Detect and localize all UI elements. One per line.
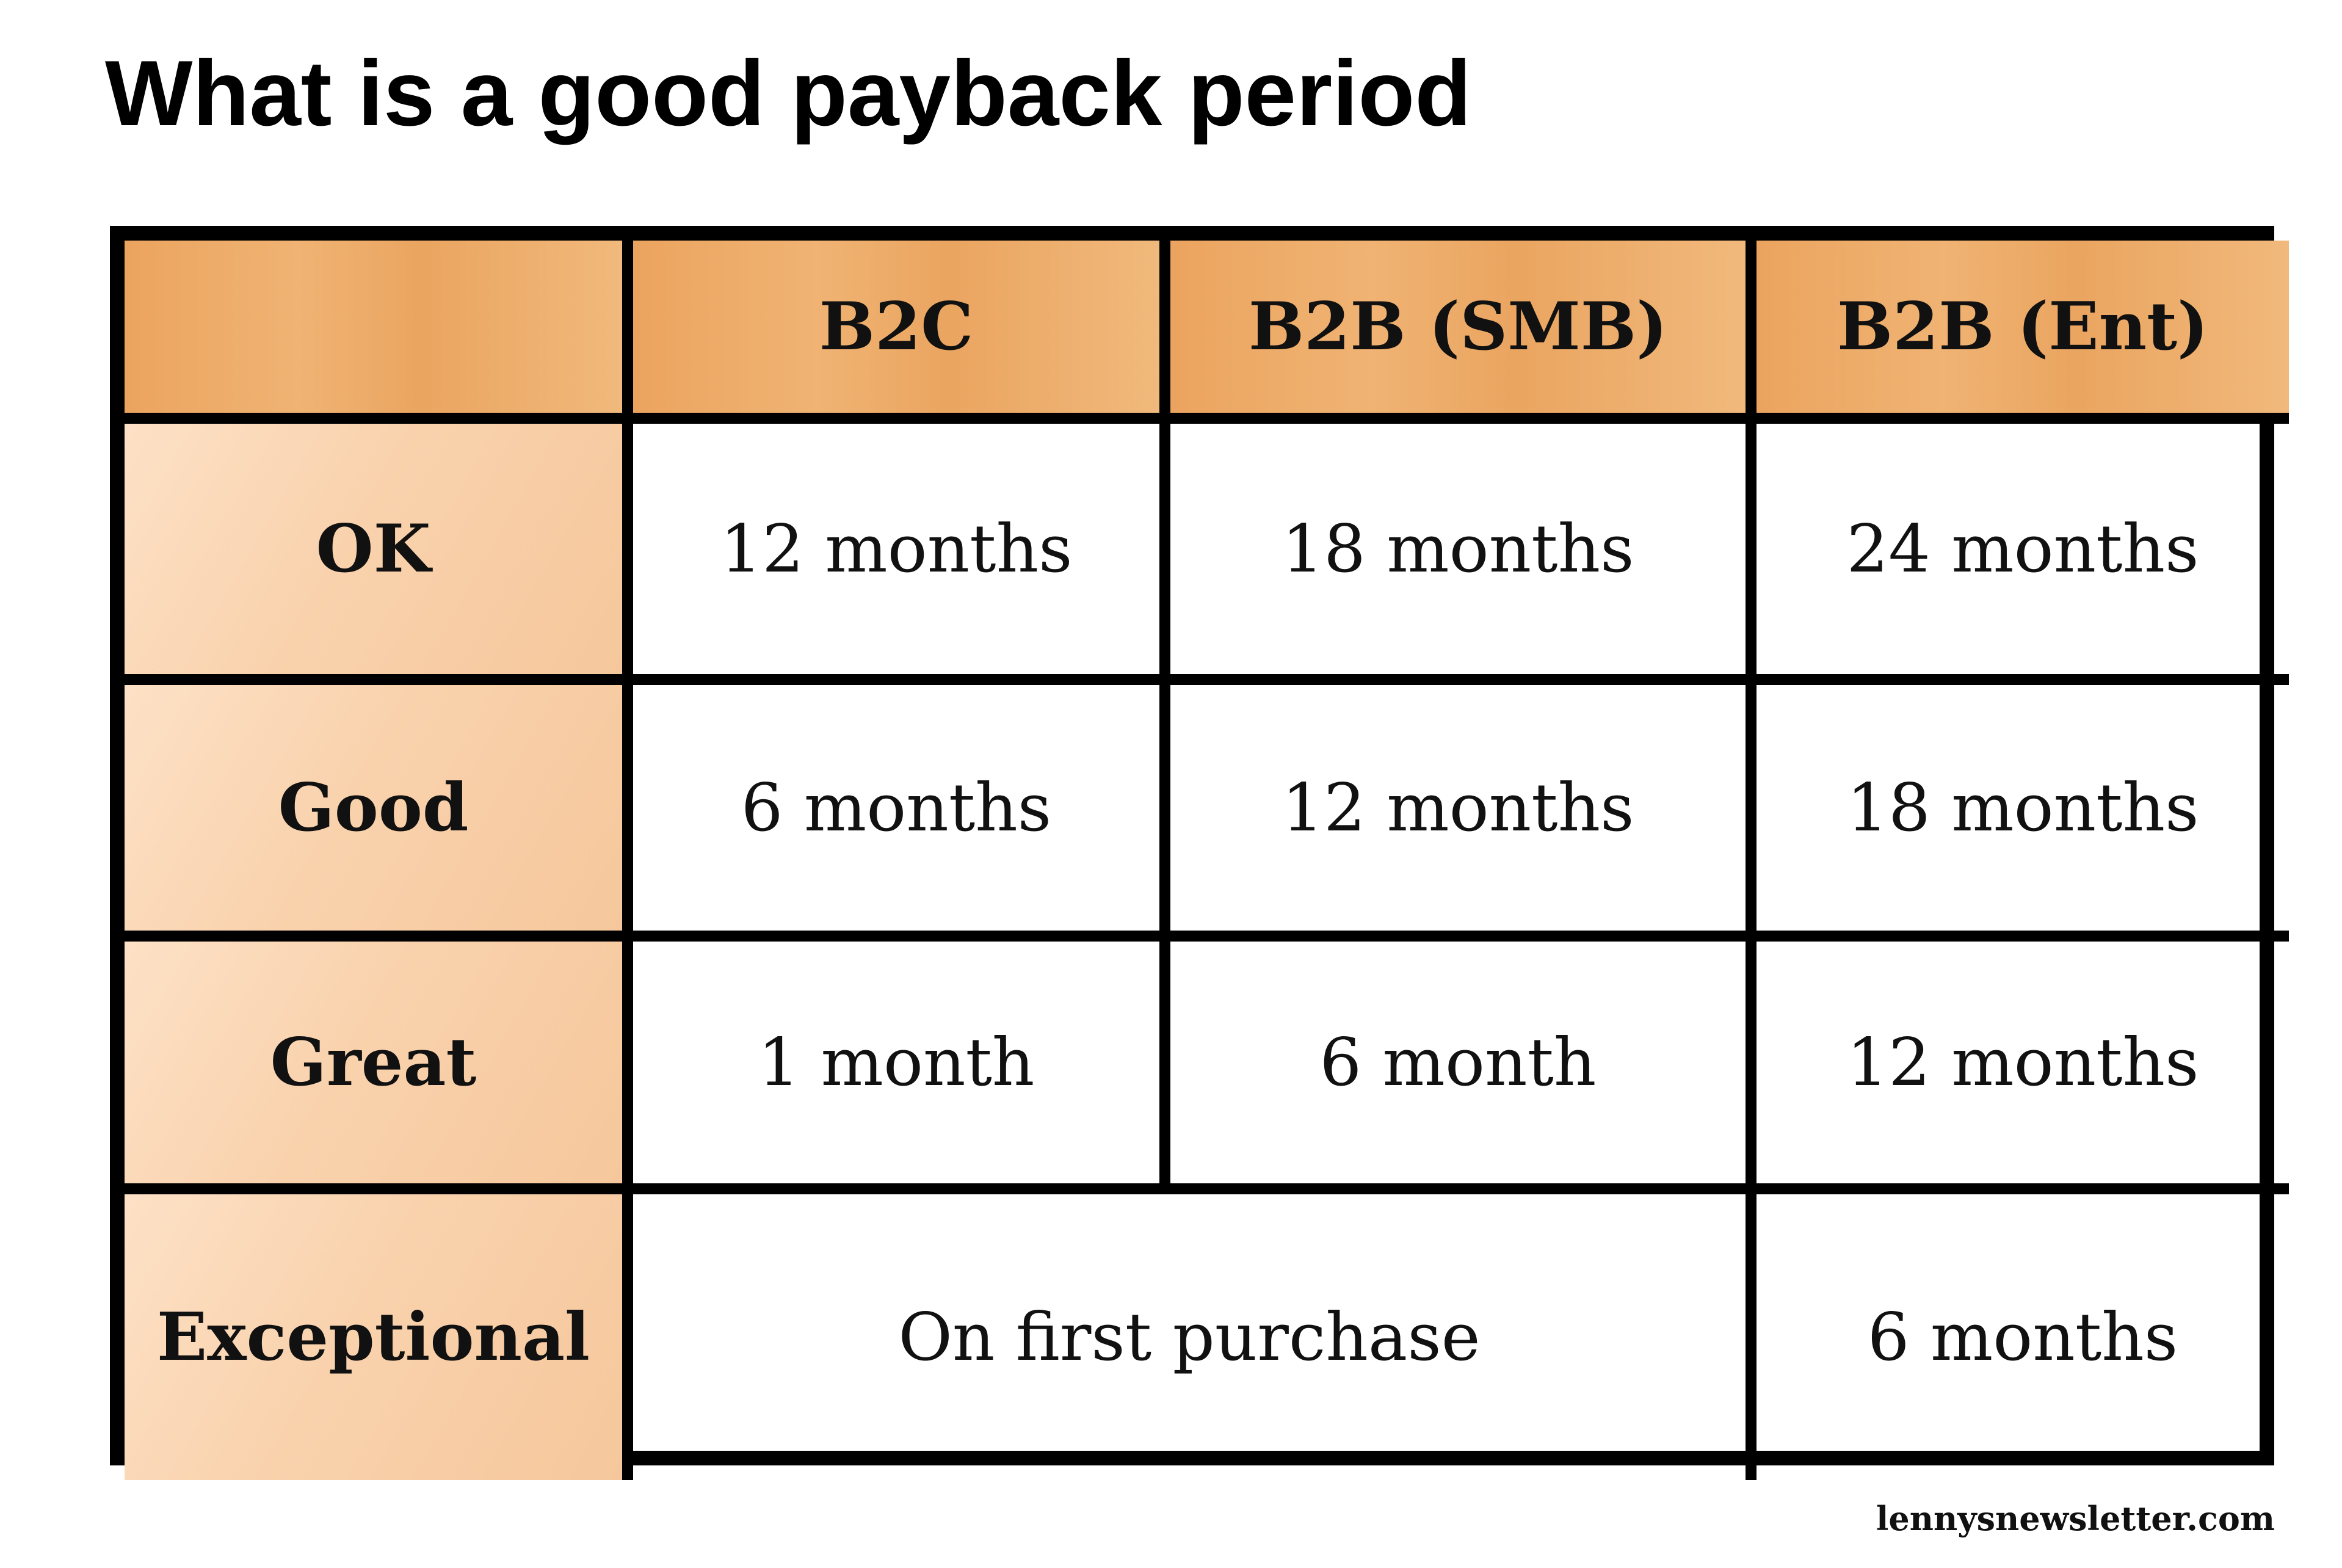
cell-exceptional-b2b-ent: 6 months [1867, 1299, 2178, 1376]
cell-good-b2b-ent: 18 months [1756, 685, 2289, 942]
row-label-great: Great [125, 942, 633, 1194]
cell-exceptional-b2c-b2b-smb: On first purchase [633, 1194, 1756, 1480]
payback-table: B2C B2B (SMB) B2B (Ent) OK 12 months 18 … [110, 226, 2289, 1480]
cell-good-b2b-smb: 12 months [1170, 685, 1756, 942]
page-title: What is a good payback period [105, 42, 1472, 145]
row-label-good: Good [125, 685, 633, 942]
source-credit: lennysnewsletter.com [1876, 1499, 2275, 1538]
header-corner-cell [125, 241, 633, 424]
header-b2b-smb: B2B (SMB) [1170, 241, 1756, 424]
cell-ok-b2b-ent: 24 months [1756, 424, 2289, 685]
row-label-ok: OK [125, 424, 633, 685]
header-b2c: B2C [633, 241, 1170, 424]
header-b2b-ent: B2B (Ent) [1756, 241, 2289, 424]
cell-good-b2c: 6 months [633, 685, 1170, 942]
cell-ok-b2b-smb: 18 months [1170, 424, 1756, 685]
row-label-exceptional: Exceptional [125, 1194, 633, 1480]
cell-great-b2b-smb: 6 month [1170, 942, 1756, 1194]
cell-great-b2c: 1 month [633, 942, 1170, 1194]
cell-ok-b2c: 12 months [633, 424, 1170, 685]
cell-great-b2b-ent: 12 months [1756, 942, 2289, 1194]
